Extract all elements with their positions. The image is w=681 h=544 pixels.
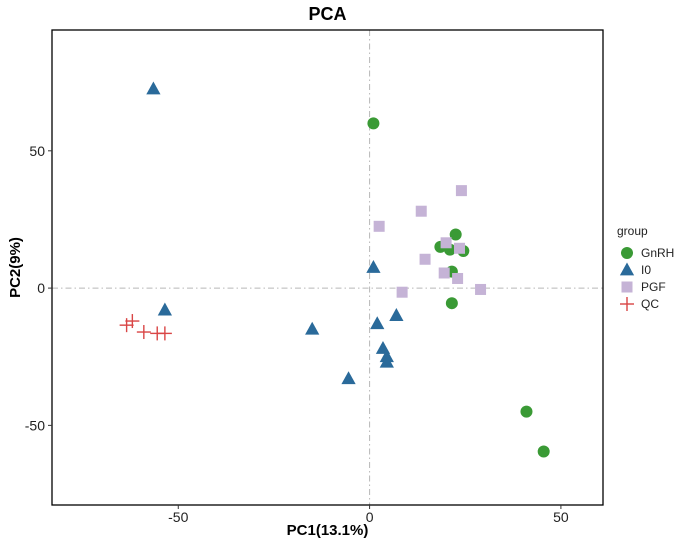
data-point-qc	[125, 314, 140, 329]
y-axis-title: PC2(9%)	[7, 237, 24, 298]
data-point-i0	[146, 81, 161, 95]
x-tick-label: 0	[366, 509, 374, 525]
legend-label-i0: I0	[641, 263, 651, 277]
data-point-pgf	[396, 286, 408, 298]
data-point-qc	[157, 326, 172, 341]
legend-key-qc	[620, 297, 634, 311]
legend-label-pgf: PGF	[641, 280, 666, 294]
data-point-pgf	[452, 272, 464, 284]
data-point-i0	[389, 308, 404, 321]
data-point-gnrh	[520, 405, 533, 418]
y-tick-label: 0	[37, 280, 45, 296]
plot-area: -50 0 50 -50 0 50	[25, 29, 604, 525]
legend-label-qc: QC	[641, 297, 659, 311]
data-point-qc	[119, 318, 134, 333]
data-point-qc	[136, 325, 151, 340]
data-point-i0	[157, 302, 173, 316]
data-point-i0	[370, 316, 385, 330]
legend-label-gnrh: GnRH	[641, 246, 674, 260]
data-point-gnrh	[449, 228, 462, 241]
legend-key-pgf	[621, 281, 633, 293]
legend-key-gnrh	[621, 247, 633, 259]
x-tick-label: -50	[168, 509, 188, 525]
data-point-gnrh	[367, 117, 380, 130]
chart-title: PCA	[308, 4, 346, 24]
data-point-pgf	[455, 185, 467, 197]
data-point-i0	[305, 321, 320, 335]
data-point-gnrh	[445, 297, 458, 310]
data-point-pgf	[438, 267, 450, 279]
y-tick-label: 50	[29, 143, 45, 159]
legend-title: group	[617, 224, 648, 238]
legend: group GnRH I0 PGF QC	[617, 224, 674, 311]
y-tick-label: -50	[25, 417, 45, 433]
data-point-i0	[366, 260, 381, 273]
data-point-pgf	[475, 283, 487, 295]
data-point-pgf	[440, 237, 452, 249]
data-point-pgf	[415, 205, 427, 217]
data-point-pgf	[419, 253, 431, 265]
data-point-gnrh	[537, 445, 550, 458]
plot-border	[51, 29, 604, 506]
data-point-pgf	[373, 220, 385, 232]
x-tick-label: 50	[553, 509, 569, 525]
data-point-i0	[341, 371, 356, 385]
x-axis-title: PC1(13.1%)	[287, 522, 369, 539]
data-point-i0	[379, 354, 394, 368]
data-point-pgf	[454, 242, 466, 254]
legend-key-i0	[619, 262, 635, 276]
